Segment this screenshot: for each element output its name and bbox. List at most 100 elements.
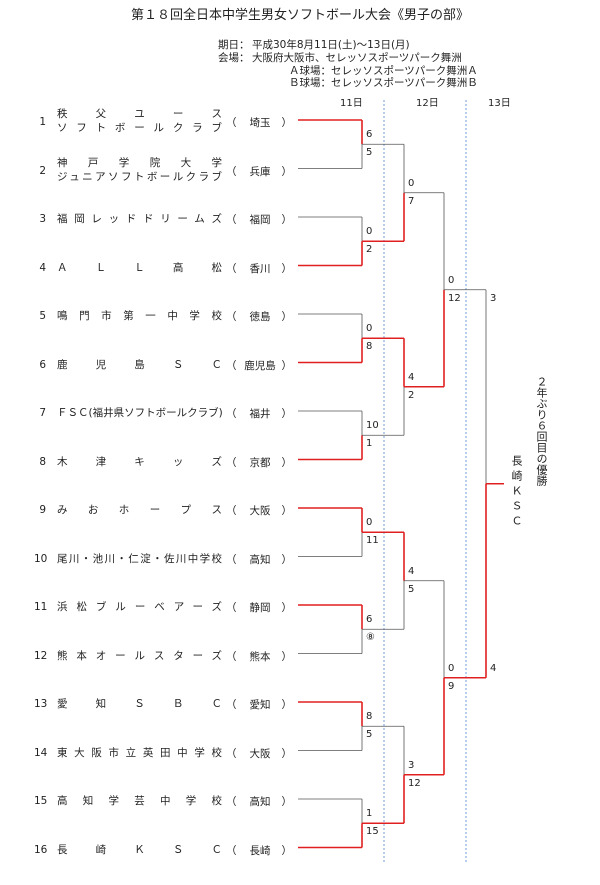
team-row: 11 浜松ブルーベアーズ （ 静岡 ）: [0, 592, 300, 622]
team-name-line: 尾川・池川・仁淀・佐川中学校: [57, 552, 222, 565]
team-name-line: ＦＳＣ(福井県ソフトボールクラブ): [57, 407, 223, 419]
score-label: 1: [366, 438, 373, 450]
team-number: 10: [34, 552, 48, 565]
paren: ）: [281, 408, 293, 420]
team-row: 2 神 戸 学 院 大 学ジュニアソフトボールクラブ （ 兵庫 ）: [0, 156, 300, 186]
prefecture-name: 埼玉: [249, 117, 271, 129]
team-row: 6 鹿 児 島 Ｓ Ｃ （ 鹿児島 ）: [0, 350, 300, 380]
paren: （: [226, 844, 237, 857]
paren: （: [226, 165, 237, 178]
score-label: 7: [408, 195, 415, 207]
paren: ）: [281, 505, 293, 517]
paren: （: [226, 796, 237, 808]
venue-label: 会場：: [218, 52, 250, 64]
team-name-line: 秩 父 ユ ー ス: [57, 108, 222, 120]
score-label: 5: [408, 583, 415, 595]
paren: ）: [281, 650, 293, 663]
team-name-line: 鳴門市第一中学校: [57, 310, 222, 322]
score-label: 12: [448, 292, 461, 304]
team-row: 12 熊本オールスターズ （ 熊本 ）: [0, 641, 300, 671]
score-label: 3: [408, 759, 415, 771]
team-number: 8: [39, 455, 46, 468]
score-label: 3: [490, 292, 497, 304]
team-name: ＦＳＣ(福井県ソフトボールクラブ): [57, 406, 223, 420]
team-row: 7 ＦＳＣ(福井県ソフトボールクラブ) （ 福井 ）: [0, 398, 300, 428]
prefecture-name: 高知: [249, 553, 271, 566]
paren: （: [226, 553, 237, 566]
paren: ）: [281, 844, 293, 857]
team-number: 11: [34, 601, 48, 613]
paren: ）: [281, 699, 293, 711]
team-name: み お ホ ー プ ス: [57, 503, 222, 517]
team-name: 高 知 学 芸 中 学 校: [57, 794, 222, 808]
team-name-line: 鹿 児 島 Ｓ Ｃ: [57, 358, 222, 371]
team-number: 15: [34, 795, 48, 807]
page-title: 第１８回全日本中学生男女ソフトボール大会《男子の部》: [130, 8, 469, 23]
prefecture-name: 大阪: [249, 747, 271, 760]
champion-name: 長崎ＫＳＣ: [510, 455, 523, 530]
score-label: 0: [366, 226, 373, 238]
team-number: 3: [39, 213, 46, 225]
team-row: 15 高 知 学 芸 中 学 校 （ 高知 ）: [0, 786, 300, 816]
paren: ）: [281, 747, 293, 760]
team-row: 10 尾川・池川・仁淀・佐川中学校 （ 高知 ）: [0, 544, 300, 574]
prefecture-name: 福岡: [249, 214, 271, 226]
paren: （: [226, 408, 237, 420]
team-name-line: 長 崎 Ｋ Ｓ Ｃ: [57, 843, 222, 856]
score-label: 4: [408, 565, 415, 577]
paren: ）: [281, 602, 293, 614]
team-name: 東大阪市立英田中学校: [57, 746, 222, 760]
prefecture-name: 兵庫: [249, 165, 271, 178]
prefecture-name: 静岡: [249, 602, 271, 614]
team-row: 4 Ａ Ｌ Ｌ 高 松 （ 香川 ）: [0, 253, 300, 283]
team-name: 長 崎 Ｋ Ｓ Ｃ: [57, 843, 222, 857]
score-label: 0: [448, 274, 455, 286]
paren: （: [226, 747, 237, 760]
score-label: 2: [366, 244, 373, 256]
team-name-line: 福岡レッドドリームズ: [57, 213, 222, 225]
paren: ）: [281, 796, 293, 808]
prefecture-name: 愛知: [249, 699, 271, 711]
score-label: 10: [366, 420, 379, 432]
paren: （: [226, 359, 237, 372]
team-row: 13 愛 知 Ｓ Ｂ Ｃ （ 愛知 ）: [0, 689, 300, 719]
team-row: 1 秩 父 ユ ー スソフトボールクラブ （ 埼玉 ）: [0, 107, 300, 137]
paren: ）: [281, 117, 293, 129]
paren: （: [226, 214, 237, 226]
score-label: 12: [408, 777, 421, 789]
paren: ）: [281, 214, 293, 226]
paren: （: [226, 456, 237, 469]
score-label: 4: [490, 662, 497, 674]
prefecture-name: 京都: [249, 456, 271, 469]
team-name: 鹿 児 島 Ｓ Ｃ: [57, 358, 222, 372]
field-b: Ｂ球場：セレッソスポーツパーク舞洲Ｂ: [289, 77, 478, 89]
team-name-line: 浜松ブルーベアーズ: [57, 601, 222, 613]
paren: （: [226, 262, 237, 275]
prefecture-name: 熊本: [249, 650, 271, 663]
paren: ）: [281, 165, 293, 178]
team-name: 浜松ブルーベアーズ: [57, 600, 222, 614]
team-number: 6: [39, 358, 46, 371]
score-label: 15: [366, 826, 379, 838]
paren: （: [226, 602, 237, 614]
paren: ）: [281, 553, 293, 566]
day-label: 13日: [488, 98, 511, 109]
team-number: 13: [34, 698, 48, 710]
team-number: 14: [34, 746, 48, 759]
team-name: 熊本オールスターズ: [57, 649, 222, 663]
team-name: 鳴門市第一中学校: [57, 309, 222, 323]
paren: （: [226, 650, 237, 663]
team-name: 福岡レッドドリームズ: [57, 212, 222, 226]
score-label: 0: [408, 177, 415, 189]
score-label: 2: [408, 389, 415, 401]
score-label: 0: [366, 323, 373, 335]
score-label: 11: [366, 535, 379, 547]
score-label: 6: [366, 129, 373, 141]
field-a: Ａ球場：セレッソスポーツパーク舞洲Ａ: [289, 65, 478, 77]
date-label: 期日：: [218, 39, 250, 51]
day-label: 12日: [416, 98, 439, 109]
prefecture-name: 鹿児島: [244, 359, 276, 372]
score-label: 0: [366, 517, 373, 529]
champion-note: ２年ぶり６回目の優勝: [535, 376, 548, 486]
